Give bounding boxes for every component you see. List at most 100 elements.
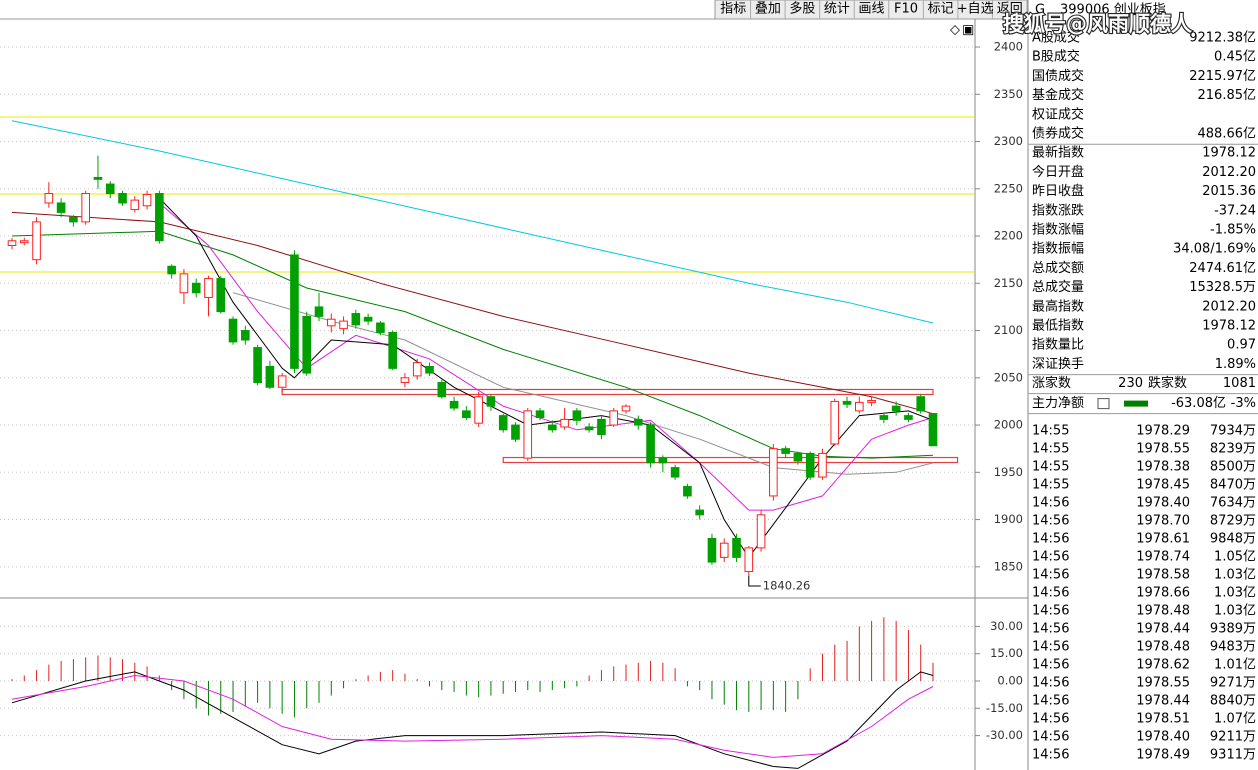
candle-body — [142, 193, 152, 207]
toolbar-button[interactable]: 指标 — [720, 2, 746, 17]
toolbar-button[interactable]: 多股 — [789, 1, 815, 17]
candle-body — [597, 418, 606, 436]
y-tick-label: 1850 — [994, 559, 1023, 573]
candle-body — [621, 405, 631, 412]
candle-body — [879, 415, 889, 420]
candle-body — [904, 415, 913, 420]
toolbar-button[interactable]: 叠加 — [755, 2, 781, 17]
tick-time: 14:56 — [1032, 514, 1069, 529]
tick-price: 1978.58 — [1136, 568, 1190, 583]
tick-time: 14:56 — [1032, 604, 1069, 619]
field-label: 总成交量 — [1032, 279, 1084, 295]
field-value: 9212.38亿 — [1189, 31, 1256, 46]
candle-body — [928, 413, 938, 447]
tick-price: 1978.62 — [1136, 658, 1190, 673]
field-label: 深证换手 — [1032, 357, 1084, 372]
field-label: A股成交 — [1032, 30, 1080, 46]
candle-body — [449, 400, 459, 409]
y-tick-label: 2100 — [994, 323, 1023, 337]
field-value: 2015.36 — [1202, 184, 1256, 199]
toolbar-button[interactable]: F10 — [894, 2, 918, 17]
candle-body — [179, 273, 189, 294]
y-tick-label: 2000 — [994, 418, 1023, 432]
icon[interactable] — [1097, 398, 1110, 410]
field-label: 指数涨跌 — [1032, 202, 1084, 218]
field-label: 最高指数 — [1032, 298, 1084, 314]
field-label: 国债成交 — [1032, 68, 1084, 84]
candle-body — [818, 452, 827, 478]
candle-body — [916, 396, 926, 412]
candle-body — [277, 375, 287, 388]
icon[interactable]: ◇ — [950, 23, 960, 38]
tick-price: 1978.74 — [1136, 550, 1190, 565]
field-value: 488.66亿 — [1198, 127, 1257, 142]
toolbar-button[interactable]: +自选 — [957, 2, 994, 17]
tick-price: 1978.70 — [1136, 514, 1190, 529]
indicator-line — [11, 211, 934, 415]
icon: G — [1035, 3, 1045, 18]
candle-body — [646, 424, 655, 464]
candle-body — [474, 396, 483, 424]
field-value: 0.97 — [1227, 338, 1256, 353]
tick-time: 14:56 — [1032, 676, 1069, 691]
candle-body — [191, 282, 201, 294]
tick-price: 1978.49 — [1136, 748, 1190, 763]
tick-volume: 1.03亿 — [1214, 568, 1256, 583]
candle-body — [7, 240, 17, 246]
toolbar-button[interactable]: 返回 — [997, 2, 1023, 17]
tick-time: 14:56 — [1032, 694, 1069, 709]
candle-body — [265, 365, 275, 388]
candle-body — [756, 514, 766, 549]
y-tick-label: 15.00 — [990, 646, 1023, 660]
tick-time: 14:55 — [1032, 460, 1069, 475]
tick-volume: 9311万 — [1210, 748, 1256, 763]
tick-price: 1978.61 — [1136, 532, 1190, 547]
tick-price: 1978.55 — [1136, 676, 1190, 691]
tick-time: 14:56 — [1032, 640, 1069, 655]
candle-body — [290, 254, 299, 369]
flow-bar — [1124, 400, 1148, 407]
field-value: 230 — [1118, 376, 1143, 391]
toolbar-button[interactable]: 画线 — [858, 2, 884, 17]
tick-volume: 9483万 — [1210, 640, 1256, 655]
candle-body — [425, 365, 434, 374]
candle-body — [437, 382, 447, 398]
toolbar-button[interactable]: 统计 — [824, 2, 850, 17]
field-value: 15328.5万 — [1189, 280, 1256, 295]
tick-time: 14:56 — [1032, 622, 1069, 637]
indicator-line — [11, 120, 934, 324]
tick-time: 14:56 — [1032, 550, 1069, 565]
candle-body — [707, 537, 717, 563]
tick-volume: 8239万 — [1210, 442, 1256, 457]
tick-time: 14:55 — [1032, 424, 1069, 439]
candle-body — [32, 221, 41, 261]
tick-volume: 7934万 — [1210, 424, 1256, 439]
candle-body — [830, 400, 840, 445]
field-label: 权证成交 — [1032, 106, 1084, 122]
tick-price: 1978.51 — [1136, 712, 1190, 727]
candle-body — [302, 315, 312, 374]
support-band — [502, 456, 959, 464]
candle-body — [376, 322, 385, 333]
candle-body — [69, 216, 78, 223]
field-value: 1081 — [1223, 376, 1256, 391]
tick-time: 14:56 — [1032, 712, 1069, 727]
candle-body — [683, 485, 692, 497]
candle-body — [93, 176, 103, 180]
candle-body — [535, 410, 545, 418]
tick-volume: 9848万 — [1210, 532, 1256, 547]
tick-volume: 1.03亿 — [1214, 604, 1256, 619]
candle-body — [609, 410, 619, 426]
candle-body — [511, 424, 520, 440]
y-tick-label: 2250 — [994, 181, 1023, 195]
tick-price: 1978.66 — [1136, 586, 1190, 601]
candle-body — [744, 547, 754, 573]
tick-price: 1978.29 — [1136, 424, 1190, 439]
candle-body — [498, 415, 508, 431]
field-label: 跌家数 — [1148, 375, 1187, 391]
icon[interactable]: ▣ — [962, 23, 974, 38]
toolbar-button[interactable]: 标记 — [928, 2, 954, 17]
tick-price: 1978.45 — [1136, 478, 1190, 493]
candle-body — [412, 362, 422, 377]
